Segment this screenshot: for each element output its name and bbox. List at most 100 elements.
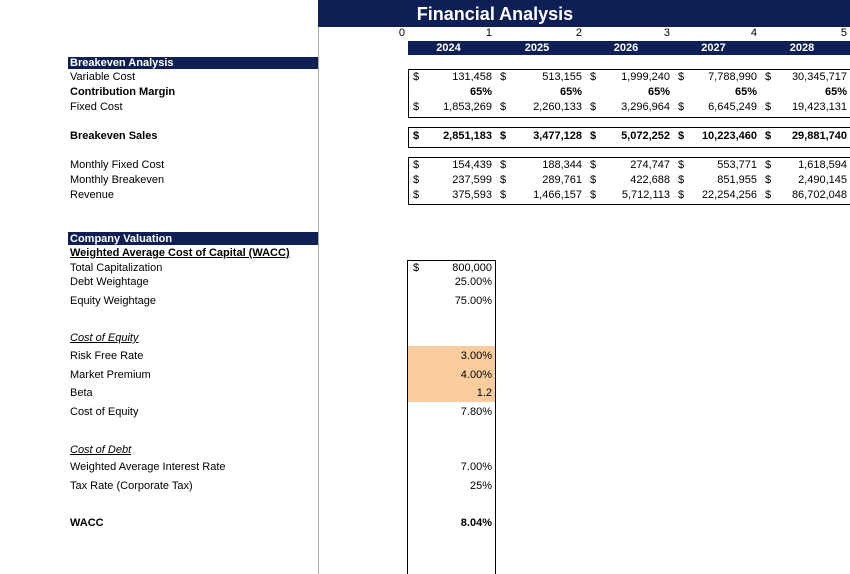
cell-value: 513,155 — [542, 71, 582, 83]
currency-symbol: $ — [678, 189, 685, 201]
cell-value: 10,223,460 — [701, 130, 757, 142]
cell-value: 25.00% — [454, 276, 492, 288]
input-cell — [408, 346, 495, 365]
year-label: 2028 — [789, 42, 815, 54]
row-label: Market Premium — [70, 369, 151, 381]
currency-symbol: $ — [765, 174, 772, 186]
currency-symbol: $ — [413, 159, 420, 171]
data-box — [408, 69, 850, 118]
breakeven-header-bar — [68, 57, 318, 69]
cell-value: 1,999,240 — [621, 71, 670, 83]
cell-value: 22,254,256 — [701, 189, 757, 201]
cell-value: 4.00% — [460, 369, 492, 381]
year-label: 2025 — [524, 42, 550, 54]
cell-value: 851,955 — [717, 174, 757, 186]
currency-symbol: $ — [590, 189, 597, 201]
currency-symbol: $ — [678, 159, 685, 171]
value-box — [407, 260, 496, 574]
cell-value: 8.04% — [460, 517, 492, 529]
row-label: Contribution Margin — [70, 86, 176, 98]
divider — [318, 27, 319, 574]
cell-value: 154,439 — [452, 159, 492, 171]
cell-value: 30,345,717 — [791, 71, 847, 83]
period-label: 1 — [485, 27, 492, 39]
cell-value: 25% — [469, 480, 492, 492]
cell-value: 86,702,048 — [791, 189, 847, 201]
currency-symbol: $ — [500, 159, 507, 171]
currency-symbol: $ — [678, 71, 685, 83]
period-label: 5 — [840, 27, 847, 39]
currency-symbol: $ — [500, 130, 507, 142]
currency-symbol: $ — [590, 130, 597, 142]
cell-value: 7.80% — [460, 406, 492, 418]
currency-symbol: $ — [590, 159, 597, 171]
cell-value: 65% — [559, 86, 582, 98]
period-label: 4 — [750, 27, 757, 39]
data-box — [408, 157, 850, 205]
cell-value: 7.00% — [460, 461, 492, 473]
cell-value: 800,000 — [452, 262, 492, 274]
row-label: Total Capitalization — [70, 262, 163, 274]
row-label: Cost of Debt — [70, 444, 132, 456]
currency-symbol: $ — [413, 71, 420, 83]
cell-value: 19,423,131 — [791, 101, 847, 113]
cell-value: 2,851,183 — [443, 130, 492, 142]
section-title: Breakeven Analysis — [70, 57, 174, 69]
period-label: 2 — [575, 27, 582, 39]
row-label: Variable Cost — [70, 71, 136, 83]
row-label: Fixed Cost — [70, 101, 123, 113]
row-label: Monthly Breakeven — [70, 174, 165, 186]
cell-value: 29,881,740 — [791, 130, 847, 142]
cell-value: 3,477,128 — [533, 130, 582, 142]
currency-symbol: $ — [678, 174, 685, 186]
currency-symbol: $ — [678, 101, 685, 113]
row-label: Revenue — [70, 189, 115, 201]
cell-value: 375,593 — [452, 189, 492, 201]
section-subtitle: Weighted Average Cost of Capital (WACC) — [70, 247, 290, 259]
cell-value: 553,771 — [717, 159, 757, 171]
currency-symbol: $ — [500, 189, 507, 201]
cell-value: 5,712,113 — [621, 189, 670, 201]
cell-value: 65% — [734, 86, 757, 98]
currency-symbol: $ — [413, 174, 420, 186]
title: Financial Analysis — [416, 4, 574, 24]
row-label: Weighted Average Interest Rate — [70, 461, 226, 473]
cell-value: 131,458 — [452, 71, 492, 83]
row-label: Cost of Equity — [70, 332, 139, 344]
currency-symbol: $ — [765, 101, 772, 113]
currency-symbol: $ — [413, 189, 420, 201]
row-label: WACC — [70, 517, 104, 529]
currency-symbol: $ — [590, 71, 597, 83]
period-label: 3 — [663, 27, 670, 39]
cell-value: 65% — [824, 86, 847, 98]
cell-value: 5,072,252 — [621, 130, 670, 142]
cell-value: 1.2 — [476, 387, 492, 399]
cell-value: 3,296,964 — [621, 101, 670, 113]
row-label: Breakeven Sales — [70, 130, 158, 142]
currency-symbol: $ — [500, 71, 507, 83]
year-label: 2027 — [701, 42, 726, 54]
cell-value: 1,618,594 — [798, 159, 847, 171]
cell-value: 274,747 — [630, 159, 670, 171]
cell-value: 1,466,157 — [533, 189, 582, 201]
cell-value: 3.00% — [460, 350, 492, 362]
currency-symbol: $ — [413, 101, 420, 113]
cell-value: 6,645,249 — [708, 101, 757, 113]
year-label: 2026 — [613, 42, 639, 54]
cell-value: 65% — [469, 86, 492, 98]
cell-value: 237,599 — [452, 174, 492, 186]
cell-value: 422,688 — [630, 174, 670, 186]
row-label: Cost of Equity — [70, 406, 139, 418]
currency-symbol: $ — [765, 71, 772, 83]
cell-value: 1,853,269 — [443, 101, 492, 113]
valuation-header-bar — [68, 232, 318, 245]
cell-value: 65% — [647, 86, 670, 98]
currency-symbol: $ — [590, 174, 597, 186]
row-label: Equity Weightage — [70, 295, 157, 307]
currency-symbol: $ — [765, 159, 772, 171]
row-label: Tax Rate (Corporate Tax) — [70, 480, 193, 492]
currency-symbol: $ — [500, 101, 507, 113]
period-label: 0 — [398, 27, 405, 39]
currency-symbol: $ — [765, 189, 772, 201]
